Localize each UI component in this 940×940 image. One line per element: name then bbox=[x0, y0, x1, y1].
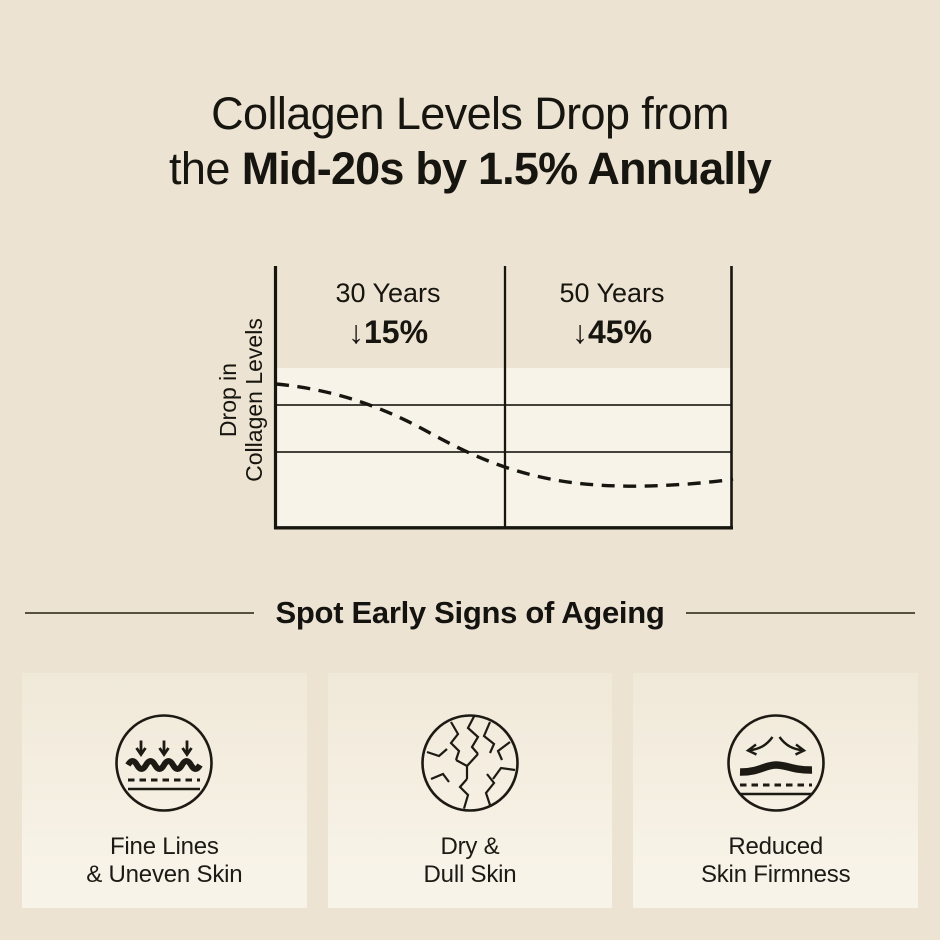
card-reduced-firmness: Reduced Skin Firmness bbox=[633, 673, 919, 908]
y-axis-label-line2: Collagen Levels bbox=[241, 318, 267, 482]
signs-card-list: Fine Lines & Uneven Skin Dry & Dull bbox=[22, 673, 919, 908]
section-heading-row: Spot Early Signs of Ageing bbox=[0, 595, 940, 631]
section-heading: Spot Early Signs of Ageing bbox=[275, 595, 665, 630]
age-label-30: 30 Years bbox=[335, 278, 440, 308]
page-title: Collagen Levels Drop from the Mid-20s by… bbox=[0, 86, 940, 196]
drop-label-15: ↓15% bbox=[348, 314, 428, 350]
crack-pattern bbox=[426, 715, 516, 809]
dry-dull-skin-icon bbox=[421, 714, 519, 812]
sag-arrows bbox=[745, 736, 806, 756]
page-title-line2: the Mid-20s by 1.5% Annually bbox=[169, 143, 772, 194]
card-label: Fine Lines & Uneven Skin bbox=[86, 833, 243, 888]
down-arrows bbox=[135, 740, 193, 757]
page-title-line1: Collagen Levels Drop from bbox=[211, 88, 729, 139]
card-dry-dull-skin: Dry & Dull Skin bbox=[327, 673, 613, 908]
heading-rule-right bbox=[686, 612, 916, 614]
reduced-firmness-icon bbox=[726, 714, 825, 812]
y-axis-label-line1: Drop in bbox=[215, 363, 241, 437]
collagen-curve bbox=[275, 382, 734, 488]
wavy-skin-line bbox=[125, 758, 203, 772]
card-label: Reduced Skin Firmness bbox=[700, 833, 851, 888]
fine-lines-icon bbox=[115, 714, 214, 812]
thick-skin-band bbox=[739, 761, 812, 776]
drop-label-45: ↓45% bbox=[572, 314, 652, 350]
collagen-drop-chart: 30 Years ↓15% 50 Years ↓45% Drop in Coll… bbox=[0, 250, 940, 542]
age-label-50: 50 Years bbox=[559, 278, 664, 308]
card-label: Dry & Dull Skin bbox=[423, 833, 517, 888]
card-fine-lines: Fine Lines & Uneven Skin bbox=[22, 673, 307, 908]
heading-rule-left bbox=[25, 612, 254, 614]
